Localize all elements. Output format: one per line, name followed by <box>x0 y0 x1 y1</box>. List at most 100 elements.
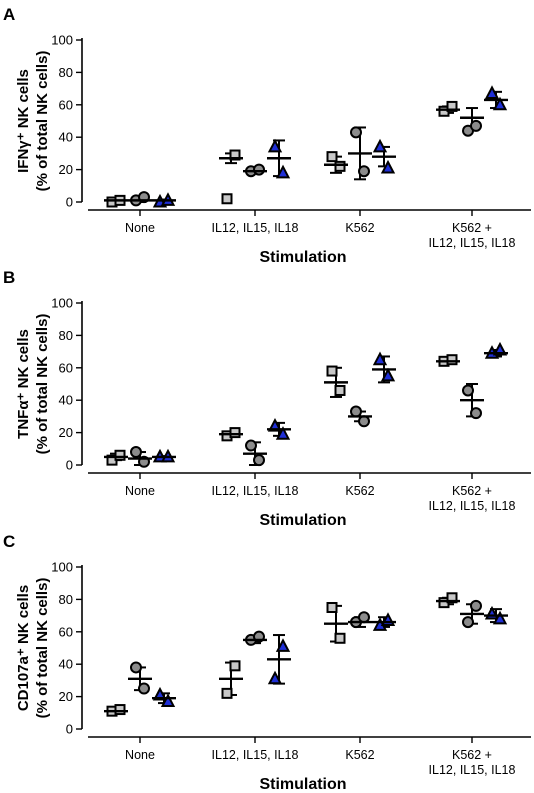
data-point-triangle <box>380 159 396 174</box>
x-tick-label: K562 <box>345 748 374 762</box>
y-tick-label: 40 <box>59 657 73 672</box>
data-point-triangle <box>275 426 291 440</box>
x-tick-label: K562 + <box>452 748 492 762</box>
y-tick-label: 100 <box>51 33 73 48</box>
data-point-triangle <box>380 612 396 626</box>
x-tick-label: K562 <box>345 484 374 498</box>
data-point-circle <box>470 599 482 612</box>
data-point-square <box>221 687 233 699</box>
panel-b: B 0 20 40 60 80 100 None IL12, IL15, IL18 K562 K56… <box>3 268 531 529</box>
x-tick-label: IL12, IL15, IL18 <box>212 484 299 498</box>
circle-series <box>128 599 484 695</box>
data-point-circle <box>470 119 482 132</box>
x-axis-title: Stimulation <box>259 249 346 266</box>
data-point-square <box>229 427 241 439</box>
data-point-circle <box>138 682 150 695</box>
y-axis-title: CD107a⁺ NK cells <box>15 585 32 711</box>
data-point-circle <box>358 415 370 428</box>
triangle-series <box>152 85 508 208</box>
y-axis-title-units: (% of total NK cells) <box>34 51 51 192</box>
x-tick-label: IL12, IL15, IL18 <box>212 748 299 762</box>
data-point-square <box>326 151 338 163</box>
data-point-triangle <box>492 96 508 111</box>
square-series <box>104 100 460 208</box>
data-point-triangle <box>152 686 168 701</box>
y-tick-label: 20 <box>59 689 73 704</box>
x-tick-label: None <box>125 221 155 235</box>
triangle-series <box>152 605 508 707</box>
data-point-square <box>229 660 241 672</box>
y-axis-title-units: (% of total NK cells) <box>34 314 51 455</box>
data-point-circle <box>350 126 362 139</box>
data-point-square <box>326 365 338 377</box>
data-point-circle <box>358 611 370 624</box>
data-point-square <box>229 149 241 161</box>
data-point-square <box>446 100 458 112</box>
y-tick-label: 20 <box>59 425 73 440</box>
data-point-square <box>334 632 346 644</box>
y-tick-label: 60 <box>59 97 73 112</box>
data-point-square <box>114 704 126 716</box>
data-point-circle <box>253 454 265 467</box>
y-tick-label: 80 <box>59 328 73 343</box>
panel-letter: B <box>3 268 15 287</box>
circle-series <box>128 383 484 468</box>
x-tick-label: K562 + <box>452 221 492 235</box>
data-point-triangle <box>492 610 508 625</box>
panel-letter: C <box>3 532 15 551</box>
data-point-triangle <box>372 138 388 153</box>
panel-letter: A <box>3 5 15 24</box>
data-point-triangle <box>275 638 291 652</box>
y-tick-label: 0 <box>66 722 73 737</box>
y-tick-label: 80 <box>59 592 73 607</box>
x-tick-label: IL12, IL15, IL18 <box>429 763 516 777</box>
data-point-triangle <box>492 341 508 356</box>
x-tick-label: IL12, IL15, IL18 <box>429 236 516 250</box>
data-point-square <box>114 449 126 461</box>
y-axis-title-units: (% of total NK cells) <box>34 578 51 719</box>
x-axis-title: Stimulation <box>259 512 346 529</box>
data-point-square <box>334 384 346 396</box>
data-point-circle <box>350 405 362 418</box>
data-point-triangle <box>484 85 500 99</box>
data-point-circle <box>462 616 474 629</box>
data-point-triangle <box>275 164 291 179</box>
data-point-circle <box>130 446 142 459</box>
y-tick-label: 80 <box>59 65 73 80</box>
data-point-square <box>446 354 458 366</box>
data-point-triangle <box>160 693 176 707</box>
data-point-circle <box>253 163 265 176</box>
data-point-square <box>446 592 458 604</box>
x-tick-label: None <box>125 484 155 498</box>
y-tick-label: 100 <box>51 560 73 575</box>
data-point-square <box>326 602 338 613</box>
y-tick-label: 60 <box>59 360 73 375</box>
data-point-circle <box>462 384 474 397</box>
data-point-triangle <box>267 138 283 153</box>
data-point-circle <box>130 661 142 674</box>
triangle-series <box>152 341 508 463</box>
y-tick-label: 40 <box>59 130 73 145</box>
data-point-square <box>221 193 233 205</box>
y-tick-label: 60 <box>59 624 73 639</box>
y-tick-label: 20 <box>59 162 73 177</box>
circle-series <box>128 107 484 207</box>
x-tick-label: IL12, IL15, IL18 <box>212 221 299 235</box>
data-point-triangle <box>267 417 283 432</box>
x-tick-label: K562 + <box>452 484 492 498</box>
panel-c: C 0 20 40 60 80 100 None IL12, IL15, IL18 K562 K56… <box>3 532 531 793</box>
data-point-circle <box>358 165 370 178</box>
panel-a: A 0 20 40 60 80 100 None IL12, IL15, IL18 K562 K56… <box>3 5 531 266</box>
data-point-triangle <box>372 351 388 366</box>
y-axis-title: TNFα⁺ NK cells <box>15 329 32 439</box>
y-tick-label: 40 <box>59 393 73 408</box>
y-tick-label: 0 <box>66 458 73 473</box>
data-point-square <box>334 160 346 172</box>
data-point-triangle <box>380 367 396 382</box>
y-tick-label: 100 <box>51 296 73 311</box>
data-point-triangle <box>267 670 283 685</box>
x-tick-label: None <box>125 748 155 762</box>
data-point-circle <box>245 439 257 452</box>
x-tick-label: IL12, IL15, IL18 <box>429 499 516 513</box>
